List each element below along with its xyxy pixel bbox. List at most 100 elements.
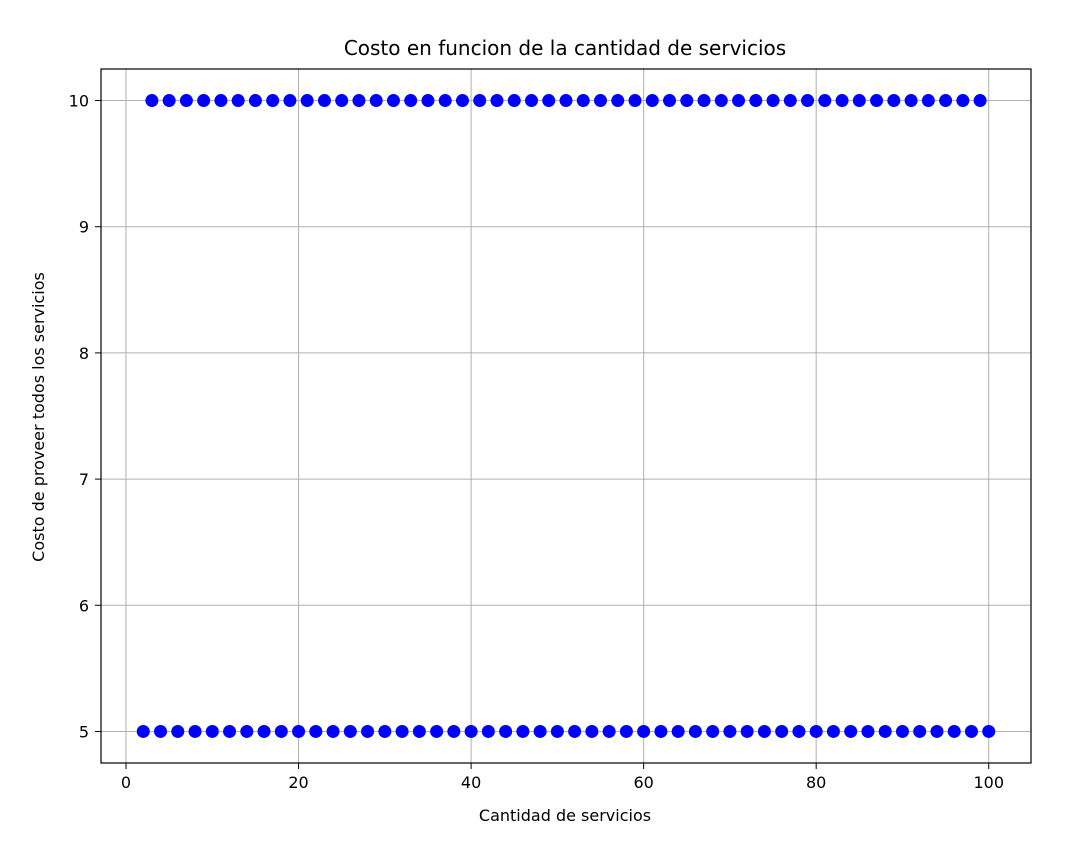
scatter-point [300,94,314,108]
y-tick-label: 7 [79,470,89,489]
scatter-point [887,94,901,108]
scatter-point [732,94,746,108]
scatter-point [223,724,237,738]
y-tick-label: 6 [79,596,89,615]
scatter-point [585,724,599,738]
scatter-point [714,94,728,108]
scatter-point [921,94,935,108]
scatter-point [412,724,426,738]
scatter-point [861,724,875,738]
scatter-point [766,94,780,108]
scatter-point [352,94,366,108]
scatter-point [930,724,944,738]
y-tick-label: 9 [79,218,89,237]
scatter-point [550,724,564,738]
scatter-point [154,724,168,738]
chart-title: Costo en funcion de la cantidad de servi… [344,36,786,60]
scatter-point [378,724,392,738]
scatter-point [326,724,340,738]
x-axis-title: Cantidad de servicios [479,806,651,825]
scatter-point [801,94,815,108]
scatter-point [826,724,840,738]
scatter-point [619,724,633,738]
plot-area-frame [100,68,1032,764]
scatter-point [240,724,254,738]
scatter-point [982,724,996,738]
scatter-point [283,94,297,108]
scatter-point [404,94,418,108]
scatter-point [809,724,823,738]
y-tick-label: 10 [69,92,89,111]
scatter-point [507,94,521,108]
scatter-point [688,724,702,738]
scatter-point [490,94,504,108]
x-tick-label: 60 [633,773,653,792]
y-tick-label: 5 [79,722,89,741]
scatter-point [852,94,866,108]
y-axis-ticks: 5 6 7 8 9 10 [69,92,101,741]
scatter-point [335,94,349,108]
scatter-point [835,94,849,108]
x-tick-label: 40 [461,773,481,792]
scatter-point [274,724,288,738]
scatter-point [361,724,375,738]
scatter-point [266,94,280,108]
scatter-point [870,94,884,108]
scatter-point [145,94,159,108]
scatter-point [369,94,383,108]
scatter-point [473,94,487,108]
x-tick-label: 0 [121,773,131,792]
scatter-point [542,94,556,108]
scatter-point [533,724,547,738]
scatter-point [645,94,659,108]
scatter-point [421,94,435,108]
scatter-point [947,724,961,738]
scatter-point [706,724,720,738]
scatter-point [499,724,513,738]
scatter-point [671,724,685,738]
scatter-point [939,94,953,108]
x-axis-ticks: 0 20 40 60 80 100 [121,763,1004,792]
scatter-point [438,94,452,108]
scatter-point [844,724,858,738]
scatter-point [818,94,832,108]
scatter-point [317,94,331,108]
y-axis-title: Costo de proveer todos los servicios [29,272,48,562]
y-tick-label: 8 [79,344,89,363]
scatter-point [895,724,909,738]
scatter-point [611,94,625,108]
x-tick-label: 20 [288,773,308,792]
scatter-point [214,94,228,108]
scatter-point [516,724,530,738]
scatter-point [956,94,970,108]
scatter-point [594,94,608,108]
scatter-point [749,94,763,108]
scatter-point [257,724,271,738]
scatter-point [524,94,538,108]
scatter-point [680,94,694,108]
scatter-points [136,94,996,738]
scatter-point [973,94,987,108]
scatter-point [430,724,444,738]
scatter-point [343,724,357,738]
scatter-point [292,724,306,738]
scatter-point [904,94,918,108]
scatter-point [481,724,495,738]
scatter-point [559,94,573,108]
scatter-point [783,94,797,108]
scatter-point [179,94,193,108]
scatter-point [878,724,892,738]
scatter-point [197,94,211,108]
scatter-point [576,94,590,108]
scatter-point [964,724,978,738]
scatter-point [248,94,262,108]
scatter-point [188,724,202,738]
scatter-point [740,724,754,738]
scatter-point [568,724,582,738]
x-tick-label: 80 [806,773,826,792]
scatter-point [654,724,668,738]
scatter-point [913,724,927,738]
scatter-point [464,724,478,738]
